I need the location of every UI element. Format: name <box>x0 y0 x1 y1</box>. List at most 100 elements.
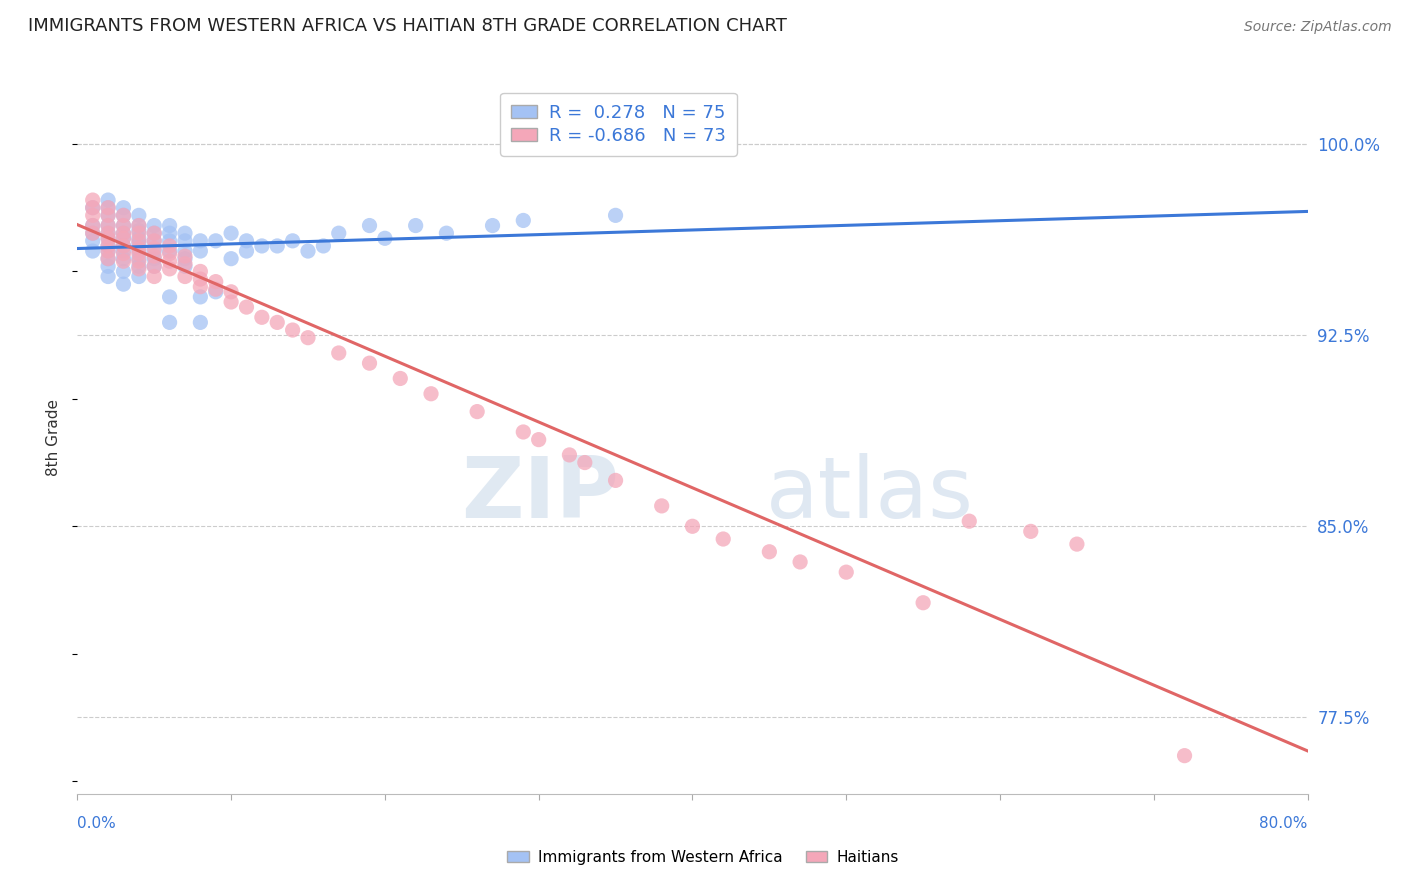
Point <box>405 219 427 233</box>
Point <box>174 234 197 248</box>
Point <box>97 208 120 222</box>
Point <box>204 275 226 289</box>
Point <box>128 254 150 268</box>
Point <box>82 244 104 258</box>
Point <box>204 282 226 296</box>
Point <box>128 242 150 256</box>
Point <box>188 290 212 304</box>
Text: IMMIGRANTS FROM WESTERN AFRICA VS HAITIAN 8TH GRADE CORRELATION CHART: IMMIGRANTS FROM WESTERN AFRICA VS HAITIA… <box>28 17 787 35</box>
Point <box>97 219 120 233</box>
Point <box>143 242 166 256</box>
Point <box>128 236 150 251</box>
Point <box>159 290 181 304</box>
Point <box>281 234 304 248</box>
Point <box>112 252 135 266</box>
Point <box>128 261 150 276</box>
Point <box>97 239 120 253</box>
Point <box>97 231 120 245</box>
Point <box>97 252 120 266</box>
Point <box>97 201 120 215</box>
Point <box>174 249 197 263</box>
Point <box>235 244 257 258</box>
Point <box>512 425 534 439</box>
Point <box>82 193 104 207</box>
Point <box>143 260 166 274</box>
Point <box>297 331 319 345</box>
Point <box>1019 524 1042 539</box>
Point <box>328 226 350 240</box>
Point <box>97 226 120 240</box>
Point <box>112 254 135 268</box>
Point <box>112 246 135 260</box>
Point <box>82 234 104 248</box>
Point <box>128 234 150 248</box>
Point <box>97 244 120 258</box>
Point <box>174 244 197 258</box>
Point <box>97 226 120 240</box>
Point <box>912 596 935 610</box>
Point <box>82 226 104 240</box>
Point <box>512 213 534 227</box>
Point <box>758 545 780 559</box>
Point <box>128 252 150 266</box>
Point <box>159 246 181 260</box>
Point <box>389 371 412 385</box>
Point <box>97 201 120 215</box>
Point <box>235 234 257 248</box>
Point <box>420 386 443 401</box>
Point <box>465 404 488 418</box>
Point <box>174 226 197 240</box>
Text: 80.0%: 80.0% <box>1260 816 1308 830</box>
Point <box>97 231 120 245</box>
Point <box>235 300 257 314</box>
Point <box>112 201 135 215</box>
Point <box>112 239 135 253</box>
Point <box>128 231 150 245</box>
Point <box>128 224 150 238</box>
Point <box>266 315 288 329</box>
Point <box>297 244 319 258</box>
Point <box>112 239 135 253</box>
Point <box>143 260 166 274</box>
Point <box>250 310 273 325</box>
Point <box>159 226 181 240</box>
Point <box>112 226 135 240</box>
Point <box>82 201 104 215</box>
Point <box>174 252 197 266</box>
Point <box>112 244 135 258</box>
Point <box>128 219 150 233</box>
Point <box>143 234 166 248</box>
Text: ZIP: ZIP <box>461 452 619 536</box>
Point <box>219 226 242 240</box>
Point <box>97 260 120 274</box>
Point <box>204 234 226 248</box>
Point <box>97 269 120 284</box>
Text: Source: ZipAtlas.com: Source: ZipAtlas.com <box>1244 21 1392 34</box>
Text: 0.0%: 0.0% <box>77 816 117 830</box>
Point <box>143 244 166 258</box>
Point <box>1066 537 1088 551</box>
Point <box>82 219 104 233</box>
Point <box>143 252 166 266</box>
Point <box>835 565 858 579</box>
Point <box>188 244 212 258</box>
Point <box>128 226 150 240</box>
Point <box>112 208 135 222</box>
Point <box>605 474 627 488</box>
Point <box>281 323 304 337</box>
Point <box>374 231 396 245</box>
Point <box>188 272 212 286</box>
Point <box>558 448 581 462</box>
Point <box>266 239 288 253</box>
Point <box>128 244 150 258</box>
Point <box>112 231 135 245</box>
Point <box>143 226 166 240</box>
Point <box>159 261 181 276</box>
Point <box>174 260 197 274</box>
Point <box>312 239 335 253</box>
Point <box>112 219 135 233</box>
Point <box>112 277 135 292</box>
Point <box>143 234 166 248</box>
Y-axis label: 8th Grade: 8th Grade <box>46 399 62 475</box>
Point <box>159 244 181 258</box>
